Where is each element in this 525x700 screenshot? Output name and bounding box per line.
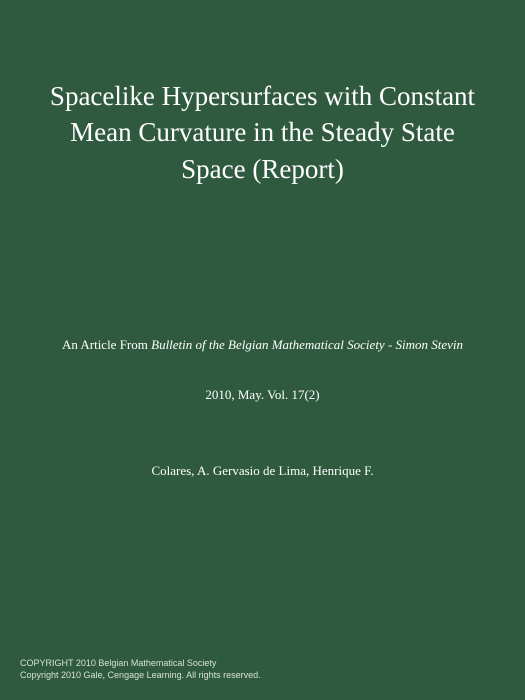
book-cover: Spacelike Hypersurfaces with Constant Me… xyxy=(0,0,525,700)
source-prefix: An Article From xyxy=(62,337,151,352)
copyright-line-1: COPYRIGHT 2010 Belgian Mathematical Soci… xyxy=(20,657,261,670)
copyright-line-2: Copyright 2010 Gale, Cengage Learning. A… xyxy=(20,669,261,682)
source-journal: Bulletin of the Belgian Mathematical Soc… xyxy=(151,337,463,352)
cover-title: Spacelike Hypersurfaces with Constant Me… xyxy=(0,78,525,187)
issue-info: 2010, May. Vol. 17(2) xyxy=(205,387,319,403)
authors: Colares, A. Gervasio de Lima, Henrique F… xyxy=(111,463,413,479)
source-line: An Article From Bulletin of the Belgian … xyxy=(12,335,513,355)
copyright-footer: COPYRIGHT 2010 Belgian Mathematical Soci… xyxy=(20,657,261,682)
